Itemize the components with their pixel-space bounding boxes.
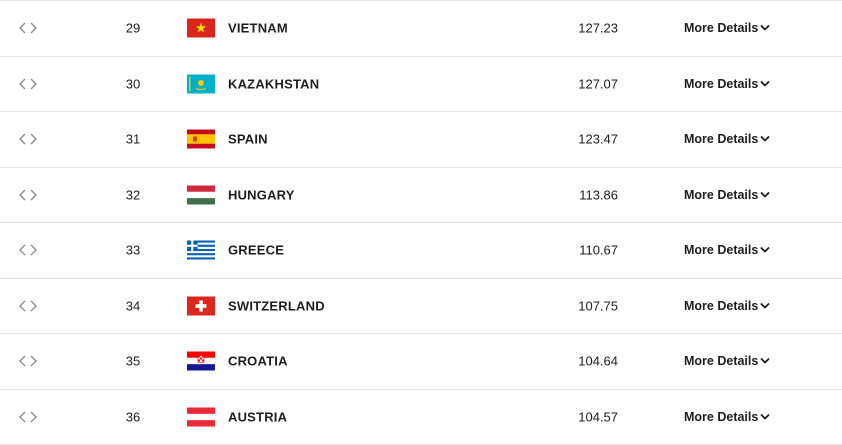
table-row: 30 KAZAKHSTAN 127.07 More Details (0, 57, 842, 113)
flag (187, 407, 215, 426)
more-details-link[interactable]: More Details (684, 21, 758, 35)
table-row: 34 SWITZERLAND 107.75 More Details (0, 279, 842, 335)
flag (187, 130, 215, 149)
table-row: 35 CROATIA 104.64 More Details (0, 334, 842, 390)
table-row: 32 HUNGARY 113.86 More Details (0, 168, 842, 224)
more-details-link[interactable]: More Details (684, 299, 758, 313)
rank: 31 (113, 132, 153, 147)
flag (187, 74, 215, 93)
flag (187, 185, 215, 204)
rank: 34 (113, 298, 153, 313)
points: 104.57 (520, 409, 618, 424)
country-name: AUSTRIA (228, 409, 287, 424)
rank: 33 (113, 243, 153, 258)
flag (187, 352, 215, 371)
chevron-down[interactable] (760, 247, 770, 254)
country-name: KAZAKHSTAN (228, 76, 319, 91)
flag (187, 19, 215, 38)
points: 123.47 (520, 132, 618, 147)
chevron-down[interactable] (760, 191, 770, 198)
country-name: SPAIN (228, 132, 268, 147)
points: 110.67 (520, 243, 618, 258)
country-name: CROATIA (228, 354, 288, 369)
expand-icon[interactable] (19, 411, 37, 423)
points: 127.23 (520, 21, 618, 36)
chevron-down[interactable] (760, 413, 770, 420)
points: 127.07 (520, 76, 618, 91)
table-row: 33 GREECE 110.67 More Details (0, 223, 842, 279)
expand-icon[interactable] (19, 355, 37, 367)
country-name: VIETNAM (228, 21, 288, 36)
expand-icon[interactable] (19, 300, 37, 312)
flag (187, 296, 215, 315)
rank: 29 (113, 21, 153, 36)
expand-icon[interactable] (19, 189, 37, 201)
flag (187, 241, 215, 260)
chevron-down[interactable] (760, 136, 770, 143)
rank: 32 (113, 187, 153, 202)
chevron-down[interactable] (760, 302, 770, 309)
expand-icon[interactable] (19, 244, 37, 256)
expand-icon[interactable] (19, 133, 37, 145)
table-row: 36 AUSTRIA 104.57 More Details (0, 390, 842, 445)
points: 104.64 (520, 354, 618, 369)
rank: 30 (113, 76, 153, 91)
more-details-link[interactable]: More Details (684, 77, 758, 91)
more-details-link[interactable]: More Details (684, 354, 758, 368)
table-row: 29 VIETNAM 127.23 More Details (0, 1, 842, 57)
chevron-down[interactable] (760, 80, 770, 87)
chevron-down[interactable] (760, 358, 770, 365)
more-details-link[interactable]: More Details (684, 188, 758, 202)
rank: 36 (113, 409, 153, 424)
country-name: HUNGARY (228, 187, 295, 202)
expand-icon[interactable] (19, 22, 37, 34)
more-details-link[interactable]: More Details (684, 132, 758, 146)
country-name: GREECE (228, 243, 284, 258)
country-name: SWITZERLAND (228, 298, 325, 313)
points: 107.75 (520, 298, 618, 313)
more-details-link[interactable]: More Details (684, 410, 758, 424)
points: 113.86 (520, 187, 618, 202)
rank: 35 (113, 354, 153, 369)
expand-icon[interactable] (19, 78, 37, 90)
table-row: 31 SPAIN 123.47 More Details (0, 112, 842, 168)
chevron-down[interactable] (760, 25, 770, 32)
more-details-link[interactable]: More Details (684, 243, 758, 257)
